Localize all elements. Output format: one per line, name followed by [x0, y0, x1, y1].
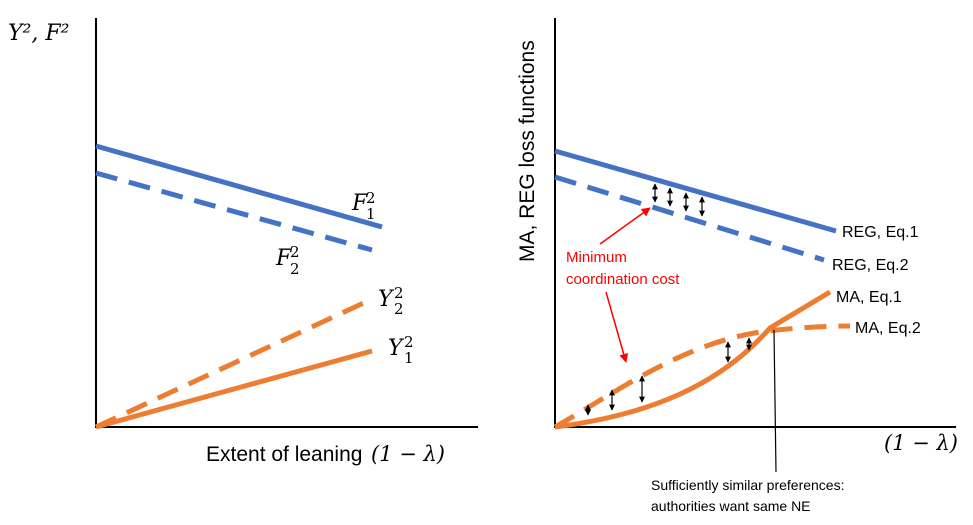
svg-text:Minimum: Minimum: [566, 249, 627, 266]
left-x-axis-label: Extent of leaning: [206, 443, 362, 466]
svg-text:1: 1: [366, 205, 376, 223]
svg-text:2: 2: [290, 260, 300, 278]
red-arrow-down: [605, 291, 629, 363]
bottom-annotation-line1: Sufficiently similar preferences:: [651, 477, 844, 493]
label-F2: F 2 2: [275, 243, 300, 278]
bottom-annotation-line2: authorities want same NE: [651, 498, 811, 514]
label-Y2: Y 2 2: [378, 284, 404, 318]
curve-MA-eq2-dashed: [553, 323, 851, 430]
ma-gap-arrows: [585, 337, 752, 416]
svg-text:F: F: [275, 246, 292, 271]
minimum-coordination-cost-annotation: Minimum coordination cost: [566, 207, 680, 363]
label-reg-eq1: REG, Eq.1: [842, 224, 919, 241]
curve-MA-eq1-solid: [554, 289, 832, 430]
curve-Y2-dashed: [94, 297, 372, 430]
curve-F2-dashed: [95, 170, 373, 253]
label-ma-eq1: MA, Eq.1: [836, 289, 902, 306]
svg-text:2: 2: [394, 300, 404, 318]
svg-text:Y: Y: [388, 336, 405, 361]
red-arrow-up: [599, 207, 651, 245]
label-F1: F 2 1: [351, 189, 376, 223]
svg-text:2: 2: [394, 284, 404, 302]
curve-Y1-solid: [95, 348, 373, 430]
svg-text:2: 2: [366, 189, 376, 207]
label-ma-eq2: MA, Eq.2: [855, 320, 921, 337]
curve-REG-eq1-solid: [554, 148, 837, 234]
label-reg-eq2: REG, Eq.2: [832, 257, 909, 274]
left-y-axis-label: Y², F²: [8, 21, 69, 46]
curve-REG-eq2-dashed: [554, 174, 825, 263]
svg-text:1: 1: [404, 349, 414, 367]
svg-text:Y: Y: [378, 287, 395, 312]
curve-F1-solid: [95, 143, 383, 230]
left-panel: Y², F² F 2 1 F 2 2 Y 2 2 Y 2 1 Extent of: [8, 18, 478, 466]
svg-text:2: 2: [404, 333, 414, 351]
svg-text:2: 2: [290, 243, 300, 261]
right-panel: MA, REG loss functions Minimum coordinat…: [516, 18, 958, 514]
right-y-axis-label: MA, REG loss functions: [516, 40, 539, 262]
label-Y1: Y 2 1: [388, 333, 414, 367]
svg-text:F: F: [351, 191, 368, 216]
intersection-pointer-line: [773, 329, 777, 473]
left-x-axis-math: (1 − λ): [371, 442, 445, 466]
right-x-axis-math: (1 − λ): [884, 431, 958, 455]
reg-gap-arrows: [652, 183, 705, 217]
svg-text:coordination cost: coordination cost: [566, 271, 680, 288]
